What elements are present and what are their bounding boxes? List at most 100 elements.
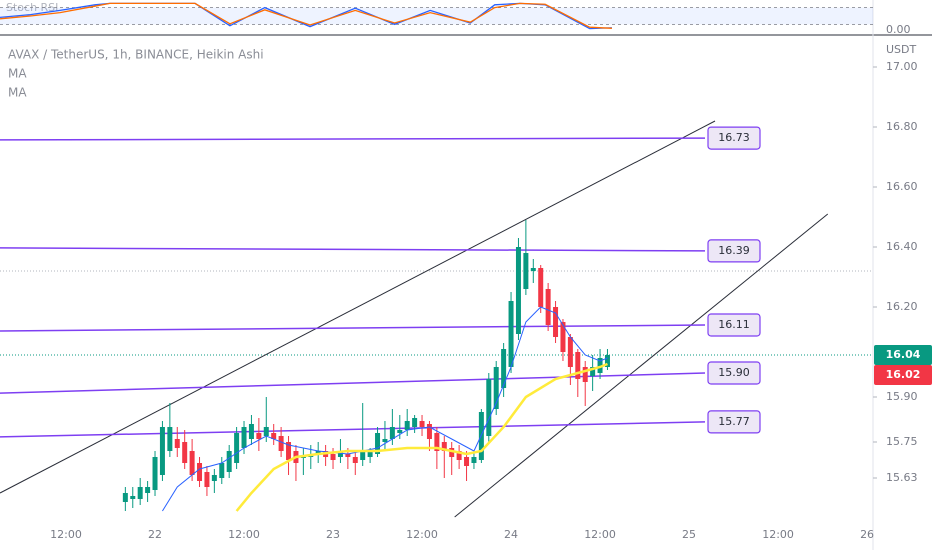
candle-body xyxy=(397,430,403,433)
candle-body xyxy=(523,253,529,289)
oscillator-band-fill xyxy=(0,7,873,25)
candle-body xyxy=(441,442,447,451)
moving-average xyxy=(235,362,608,512)
candle-body xyxy=(426,424,432,439)
candle-body xyxy=(234,433,240,463)
chart-title: AVAX / TetherUS, 1h, BINANCE, Heikin Ash… xyxy=(8,48,264,62)
candle-body xyxy=(352,457,358,463)
level-label: 15.90 xyxy=(718,366,750,379)
candle-body xyxy=(449,448,455,457)
y-tick-label: 17.00 xyxy=(886,60,918,73)
candle-body xyxy=(404,421,410,430)
candle-body xyxy=(182,442,188,463)
candle-body xyxy=(464,457,470,466)
candle-body xyxy=(122,493,128,502)
level-label-box xyxy=(707,361,761,385)
price-label-box xyxy=(874,365,932,385)
candle-body xyxy=(152,457,158,490)
level-label: 16.39 xyxy=(718,244,750,257)
x-tick-label: 12:00 xyxy=(406,528,438,541)
price-label-box xyxy=(874,345,932,365)
x-tick-label: 24 xyxy=(504,528,518,541)
candle-body xyxy=(515,247,521,334)
indicator-label: MA xyxy=(8,86,27,100)
candle-body xyxy=(345,454,351,457)
oscillator-line xyxy=(0,2,612,29)
candle-body xyxy=(271,433,277,439)
y-tick-label: 15.75 xyxy=(886,435,918,448)
candle-body xyxy=(211,475,217,481)
candle-body xyxy=(553,307,559,337)
y-tick-label: 15.90 xyxy=(886,390,918,403)
candle-body xyxy=(300,457,306,458)
candle-body xyxy=(226,451,232,472)
y-tick-label: 16.60 xyxy=(886,180,918,193)
x-tick-label: 22 xyxy=(148,528,162,541)
candle-body xyxy=(419,421,425,427)
candle-body xyxy=(434,433,440,451)
candle-body xyxy=(501,349,507,388)
level-label: 16.73 xyxy=(718,131,750,144)
candle-body xyxy=(486,379,492,436)
x-tick-label: 23 xyxy=(326,528,340,541)
candle-body xyxy=(456,451,462,460)
x-tick-label: 12:00 xyxy=(584,528,616,541)
candle-body xyxy=(604,355,610,367)
candle-body xyxy=(367,451,373,457)
level-line xyxy=(0,324,706,332)
level-label-box xyxy=(707,126,761,150)
candle-body xyxy=(471,457,477,463)
candle-body xyxy=(493,367,499,409)
candle-body xyxy=(538,268,544,307)
y-tick-label: 15.63 xyxy=(886,471,918,484)
level-label: 16.11 xyxy=(718,318,750,331)
x-tick-label: 12:00 xyxy=(50,528,82,541)
x-tick-label: 12:00 xyxy=(762,528,794,541)
y-tick-label: 16.80 xyxy=(886,120,918,133)
candle-body xyxy=(567,337,573,367)
candle-body xyxy=(159,427,165,475)
candle-body xyxy=(382,439,388,442)
candle-body xyxy=(530,268,536,271)
candle-body xyxy=(167,427,173,451)
candle-body xyxy=(248,424,254,439)
candle-body xyxy=(582,367,588,382)
candle-body xyxy=(197,463,203,481)
price-label: 16.02 xyxy=(886,368,921,381)
candle-body xyxy=(412,418,418,427)
candle-body xyxy=(219,463,225,478)
candle-body xyxy=(330,454,336,460)
trendline xyxy=(0,120,716,494)
x-tick-label: 25 xyxy=(682,528,696,541)
candle-body xyxy=(189,451,195,475)
level-label-box xyxy=(707,313,761,337)
candle-body xyxy=(174,439,180,448)
level-label: 15.77 xyxy=(718,415,750,428)
y-tick-label: 16.40 xyxy=(886,240,918,253)
indicator-label: MA xyxy=(8,67,27,81)
candle-body xyxy=(278,436,284,451)
candle-body xyxy=(360,451,366,460)
candle-body xyxy=(545,289,551,325)
candle-body xyxy=(508,301,514,367)
level-line xyxy=(0,421,706,438)
trendline xyxy=(454,213,829,518)
candle-body xyxy=(337,451,343,457)
price-label: 16.04 xyxy=(886,348,921,361)
x-tick-label: 26 xyxy=(860,528,874,541)
candle-body xyxy=(286,442,292,460)
candle-body xyxy=(263,427,269,436)
candle-body xyxy=(137,487,143,499)
candle-body xyxy=(204,472,210,487)
candle-body xyxy=(389,427,395,439)
y-tick-label: 16.20 xyxy=(886,300,918,313)
candle-body xyxy=(575,352,581,379)
candle-body xyxy=(375,433,381,454)
candle-body xyxy=(145,487,151,493)
moving-average xyxy=(162,306,608,512)
x-tick-label: 12:00 xyxy=(228,528,260,541)
level-label-box xyxy=(707,239,761,263)
candle-body xyxy=(590,367,596,376)
